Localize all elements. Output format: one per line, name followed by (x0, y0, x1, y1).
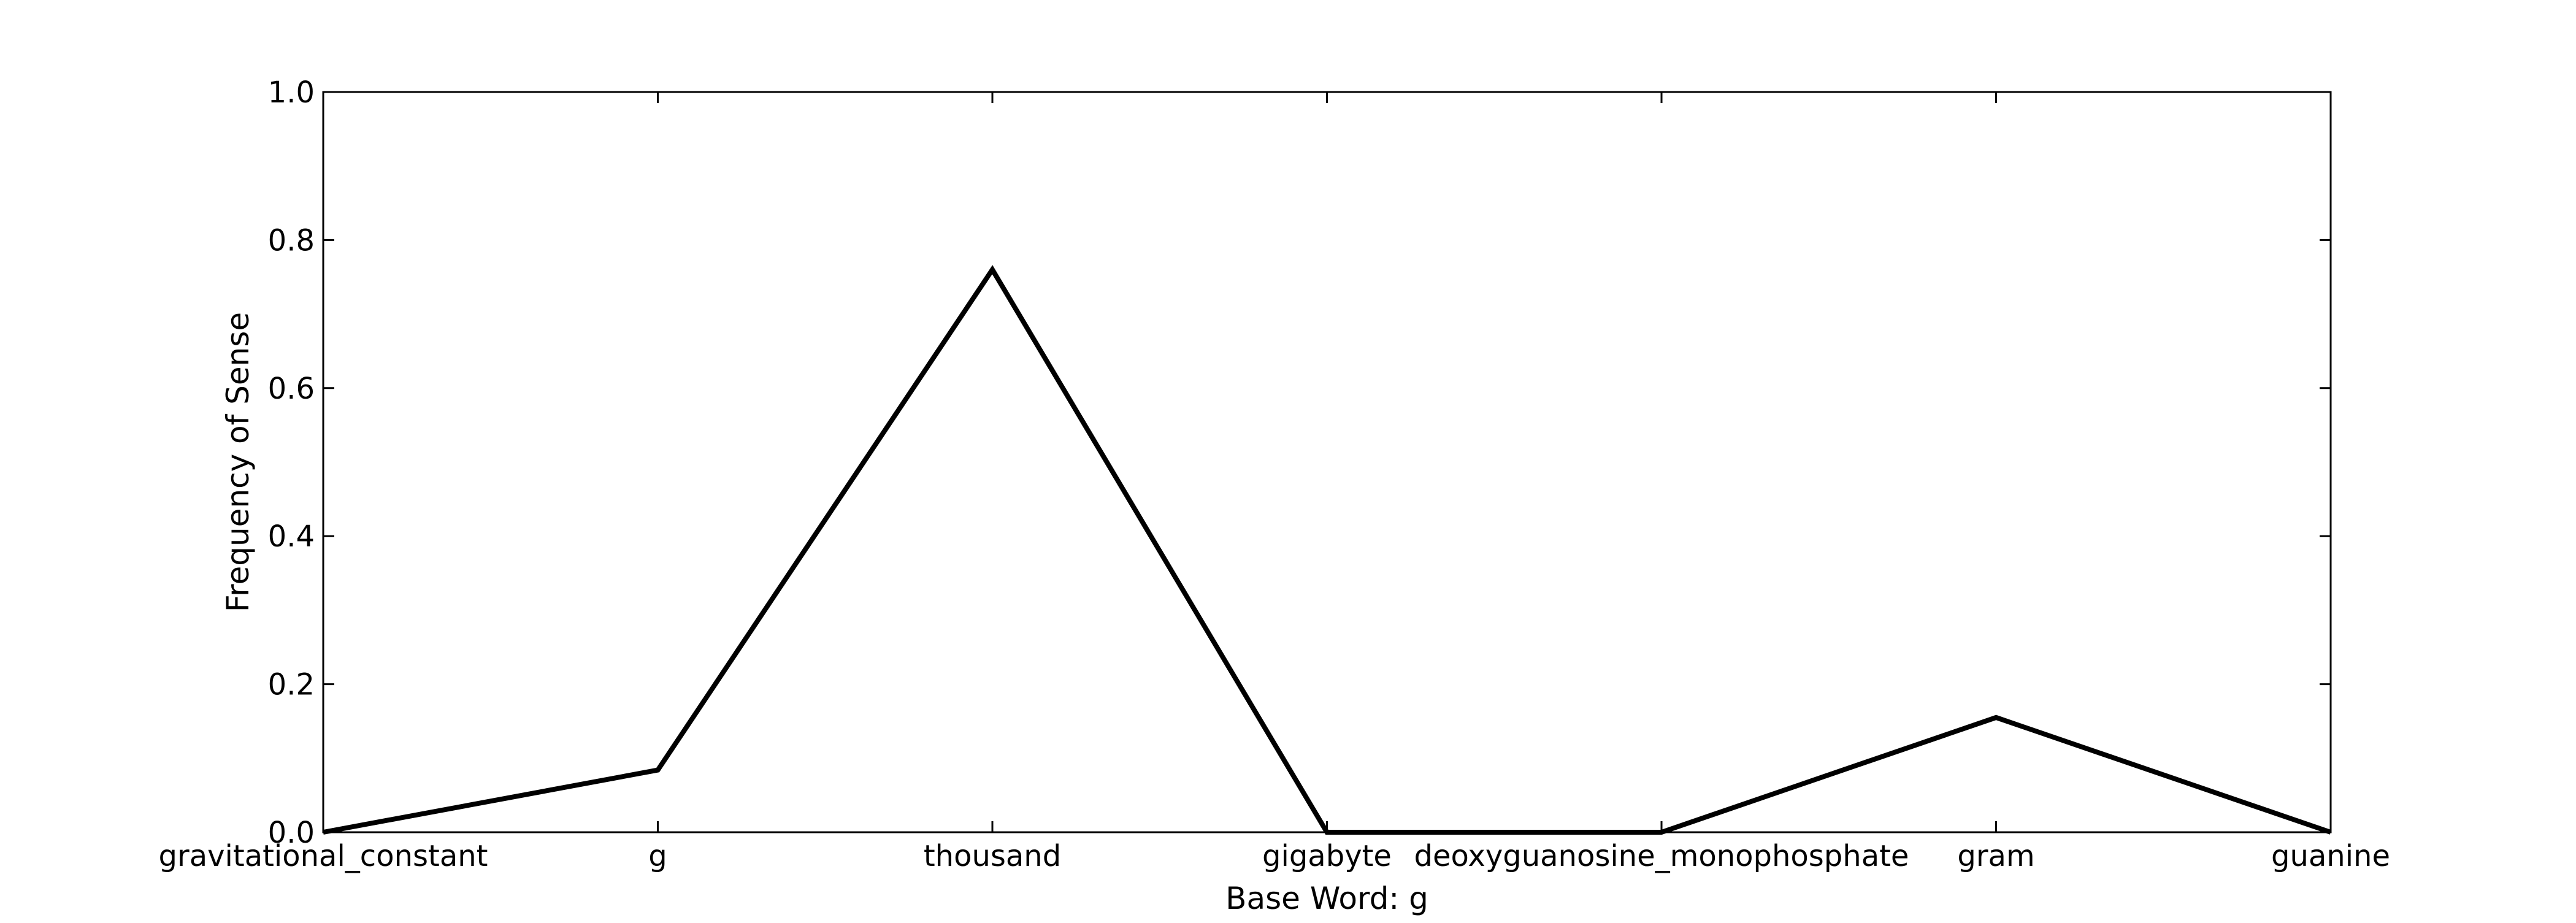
plot-frame (323, 92, 2331, 832)
y-tick-label: 0.6 (268, 372, 315, 406)
x-tick-label-gravitational-constant: gravitational_constant (159, 839, 488, 873)
x-axis-ticks: gravitational_constant g thousand gigabyte d… (159, 92, 2390, 873)
y-tick-label: 0.2 (268, 668, 315, 702)
x-tick-label-deoxyguanosine-monophosphate: deoxyguanosine_monophosphate (1414, 839, 1909, 873)
series-line-0 (323, 270, 2331, 832)
x-tick-label-gram: gram (1957, 839, 2034, 873)
x-tick-label-guanine: guanine (2271, 839, 2390, 873)
x-tick-label-gigabyte: gigabyte (1262, 839, 1392, 873)
y-axis-ticks: 0.0 0.2 0.4 0.6 0.8 1.0 (268, 75, 2331, 850)
y-tick-label: 0.4 (268, 519, 315, 554)
y-tick-label: 0.0 (268, 816, 315, 850)
x-tick-label-g: g (648, 839, 667, 873)
x-axis-label: Base Word: g (1225, 881, 1428, 916)
y-axis-label: Frequency of Sense (220, 312, 256, 612)
x-tick-label-thousand: thousand (924, 839, 1061, 873)
y-tick-label: 1.0 (268, 75, 315, 110)
plot-area (323, 92, 2331, 832)
y-tick-label: 0.8 (268, 223, 315, 258)
